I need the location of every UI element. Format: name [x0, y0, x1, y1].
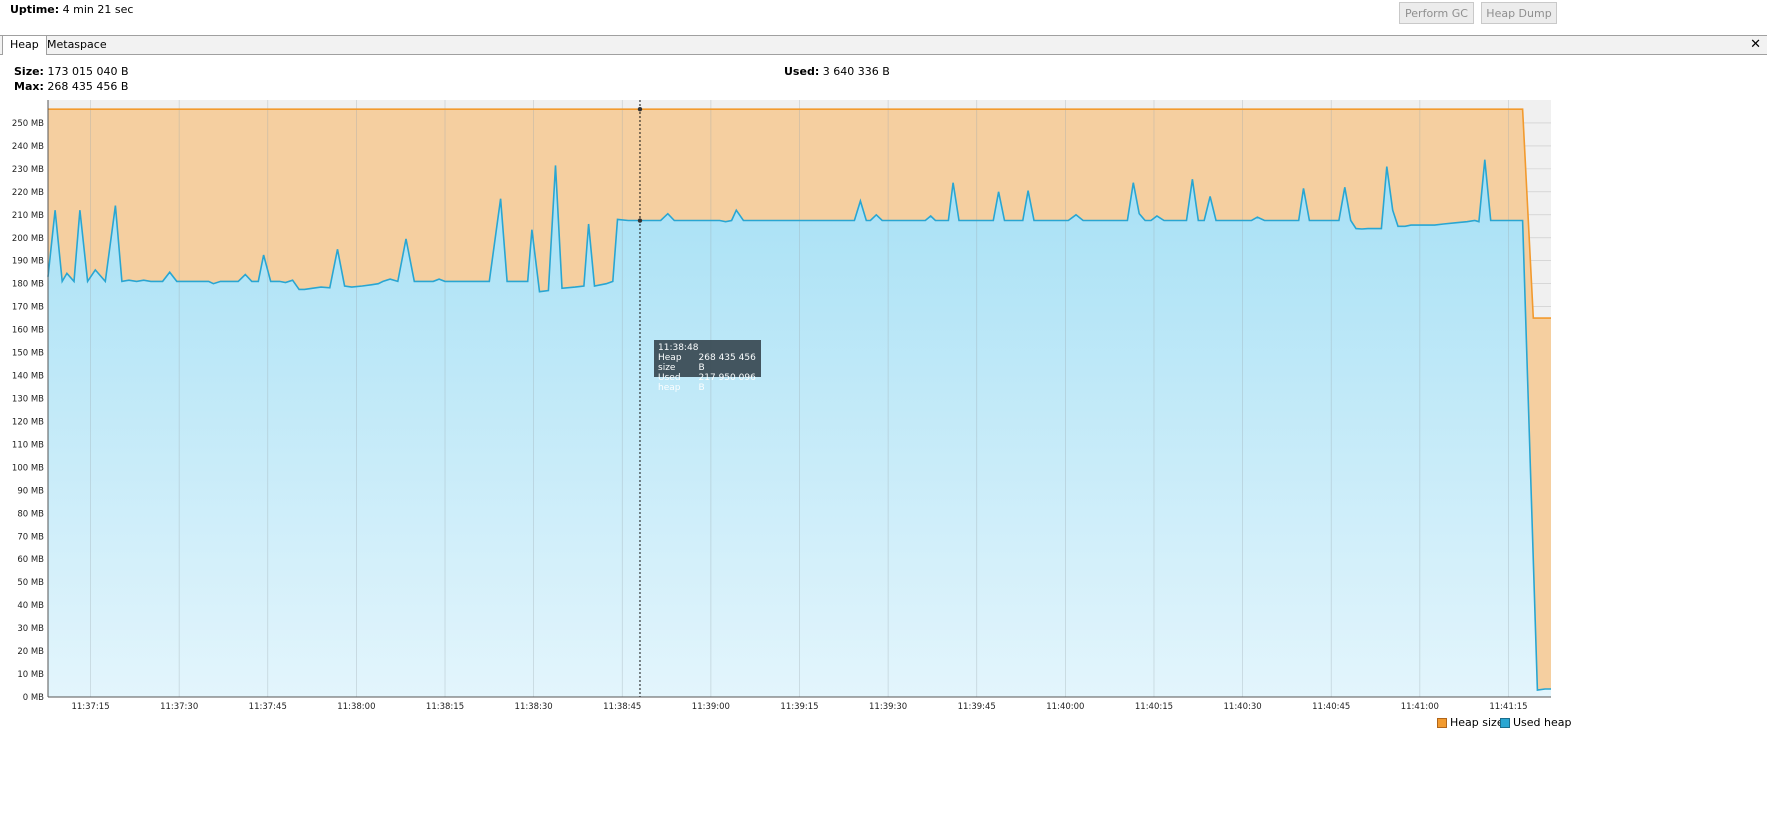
tooltip-used-heap-row: Used heap 217 950 096 B: [658, 373, 757, 393]
tab-heap[interactable]: Heap: [2, 36, 47, 55]
y-tick-label: 110 MB: [12, 440, 44, 450]
y-tick-label: 100 MB: [12, 463, 44, 473]
x-tick-label: 11:40:00: [1046, 702, 1084, 712]
y-tick-label: 200 MB: [12, 234, 44, 244]
used-heap-area: [48, 159, 1551, 697]
x-tick-label: 11:41:15: [1489, 702, 1527, 712]
chart-tooltip: 11:38:48 Heap size 268 435 456 B Used hea…: [654, 340, 761, 393]
y-tick-label: 20 MB: [17, 647, 44, 657]
perform-gc-button[interactable]: Perform GC: [1399, 2, 1474, 24]
y-tick-label: 220 MB: [12, 188, 44, 198]
legend-heap-size[interactable]: Heap size: [1437, 716, 1504, 729]
y-tick-label: 10 MB: [17, 670, 44, 680]
x-tick-label: 11:40:15: [1135, 702, 1173, 712]
used-heap-line: [47, 159, 1551, 692]
uptime-label: Uptime:: [10, 3, 60, 16]
x-tick-label: 11:39:00: [692, 702, 730, 712]
y-tick-label: 70 MB: [17, 532, 44, 542]
tab-bar: Heap Metaspace ✕: [0, 35, 1767, 55]
cursor-used-heap-point: [637, 218, 643, 223]
y-tick-label: 40 MB: [17, 601, 44, 611]
heap-used-stat: Used: 3 640 336 B: [784, 65, 890, 78]
size-label: Size:: [14, 65, 44, 78]
x-tick-label: 11:37:45: [249, 702, 287, 712]
heap-size-stat: Size: 173 015 040 B: [14, 65, 129, 78]
heap-size-swatch: [1437, 717, 1447, 728]
y-tick-label: 170 MB: [12, 303, 44, 313]
uptime-value: 4 min 21 sec: [62, 3, 134, 16]
tooltip-heap-size-value: 268 435 456 B: [698, 353, 756, 373]
y-tick-label: 80 MB: [17, 509, 44, 519]
y-tick-label: 0 MB: [23, 693, 44, 703]
y-tick-label: 190 MB: [12, 257, 44, 267]
y-tick-label: 60 MB: [17, 555, 44, 565]
cursor-heap-size-point: [637, 106, 643, 112]
y-tick-label: 140 MB: [12, 372, 44, 382]
used-heap-swatch: [1500, 717, 1510, 728]
x-tick-label: 11:39:30: [869, 702, 907, 712]
max-value: 268 435 456 B: [47, 80, 129, 93]
x-tick-label: 11:40:45: [1312, 702, 1350, 712]
y-tick-label: 130 MB: [12, 395, 44, 405]
x-tick-label: 11:37:15: [71, 702, 109, 712]
tooltip-used-heap-label: Used heap: [658, 373, 681, 393]
size-value: 173 015 040 B: [47, 65, 129, 78]
y-tick-label: 150 MB: [12, 349, 44, 359]
y-tick-label: 50 MB: [17, 578, 44, 588]
x-tick-label: 11:38:00: [337, 702, 375, 712]
legend-heap-size-label: Heap size: [1450, 716, 1504, 729]
tooltip-time: 11:38:48: [658, 343, 699, 353]
tooltip-heap-size-label: Heap size: [658, 353, 682, 373]
y-tick-label: 230 MB: [12, 165, 44, 175]
y-tick-label: 120 MB: [12, 417, 44, 427]
y-tick-label: 210 MB: [12, 211, 44, 221]
y-tick-label: 250 MB: [12, 119, 44, 129]
y-tick-label: 180 MB: [12, 280, 44, 290]
x-tick-label: 11:40:30: [1224, 702, 1262, 712]
heap-chart[interactable]: 0 MB 10 MB 20 MB 30 MB 40 MB 50 MB 60 MB 70 MB 8…: [0, 96, 1767, 716]
used-value: 3 640 336 B: [822, 65, 890, 78]
heap-max-stat: Max: 268 435 456 B: [14, 80, 128, 93]
max-label: Max:: [14, 80, 44, 93]
legend-used-heap[interactable]: Used heap: [1500, 716, 1572, 729]
tooltip-used-heap-value: 217 950 096 B: [698, 373, 756, 393]
x-tick-label: 11:38:45: [603, 702, 641, 712]
heap-dump-button[interactable]: Heap Dump: [1481, 2, 1557, 24]
used-label: Used:: [784, 65, 820, 78]
y-tick-label: 90 MB: [17, 486, 44, 496]
heap-size-line: [48, 108, 1551, 319]
x-tick-label: 11:37:30: [160, 702, 198, 712]
y-tick-label: 30 MB: [17, 624, 44, 634]
x-tick-label: 11:39:45: [958, 702, 996, 712]
y-tick-label: 240 MB: [12, 142, 44, 152]
x-tick-label: 11:39:15: [780, 702, 818, 712]
tab-metaspace[interactable]: Metaspace: [47, 38, 107, 51]
tooltip-heap-size-row: Heap size 268 435 456 B: [658, 353, 757, 373]
x-tick-label: 11:38:15: [426, 702, 464, 712]
uptime-display: Uptime: 4 min 21 sec: [10, 3, 133, 16]
x-tick-label: 11:41:00: [1401, 702, 1439, 712]
legend-used-heap-label: Used heap: [1513, 716, 1572, 729]
y-tick-label: 160 MB: [12, 326, 44, 336]
x-tick-label: 11:38:30: [515, 702, 553, 712]
close-icon[interactable]: ✕: [1750, 37, 1761, 52]
